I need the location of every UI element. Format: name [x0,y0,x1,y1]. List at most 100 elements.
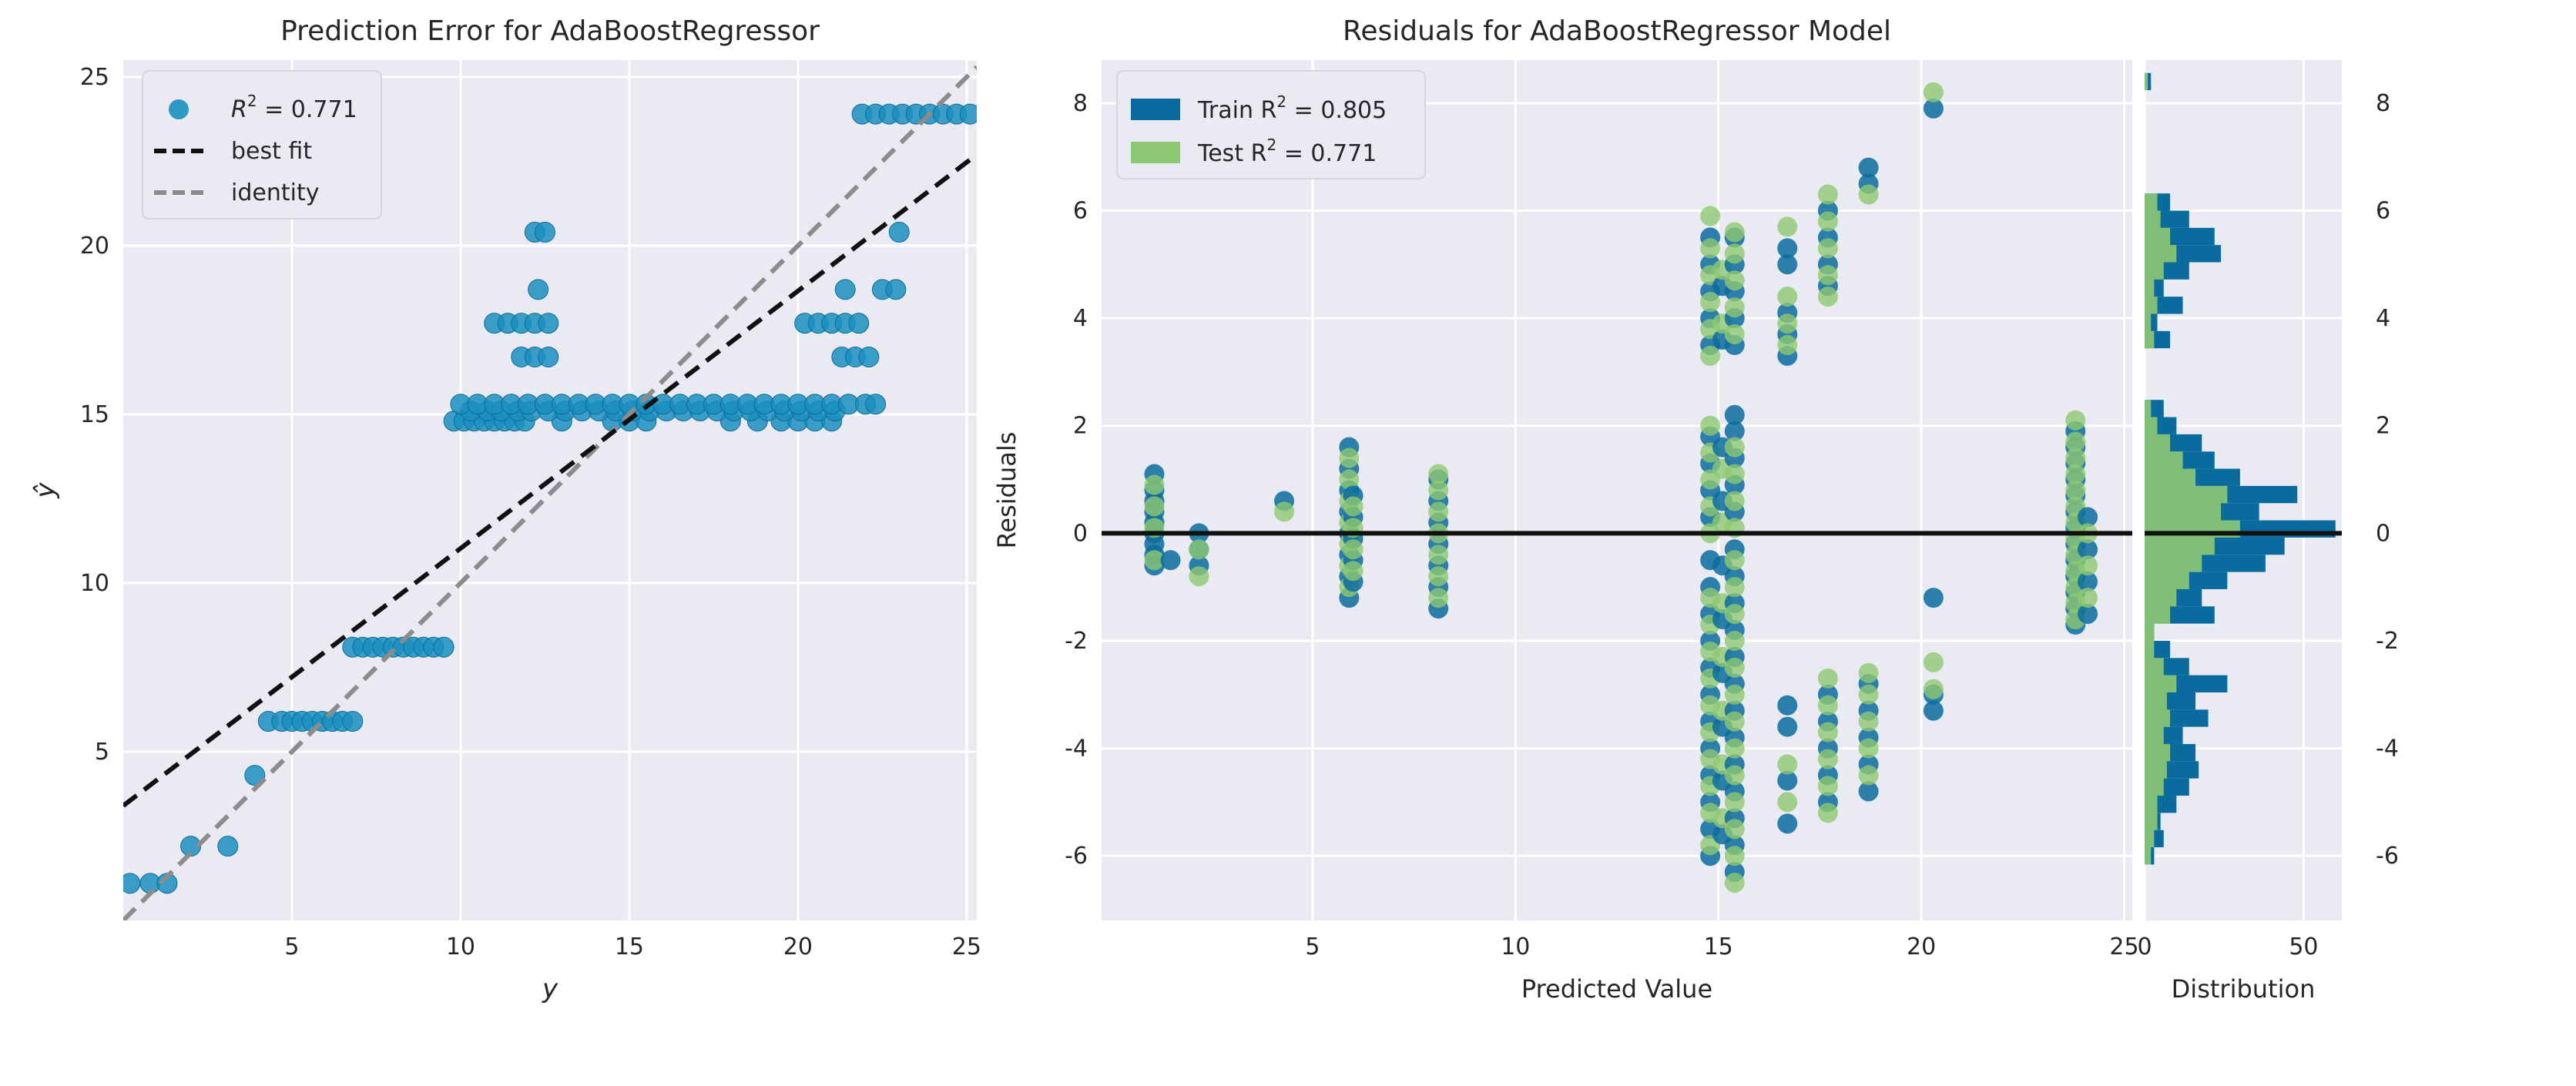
x-tick-label: 0 [2137,933,2152,960]
test-point [1777,216,1798,237]
legend-label-best-fit: best fit [231,138,312,165]
legend-box [142,70,382,220]
y-axis-label: ŷ [30,482,61,499]
y-axis-label: Residuals [992,432,1021,549]
test-point [1724,464,1745,484]
data-point [538,313,559,334]
test-point [1724,846,1745,866]
test-point [1724,765,1745,786]
data-point [217,836,239,857]
test-histogram-bar [2145,675,2177,692]
test-histogram-bar [2145,330,2155,349]
test-point [1724,222,1745,243]
test-point [1428,480,1449,501]
test-point [1817,776,1838,796]
test-point [1724,738,1745,759]
test-point [1428,588,1449,608]
test-point [1817,722,1838,742]
legend-value: = 0.771 [257,96,357,123]
test-point [2078,555,2098,576]
test-point [1700,345,1721,366]
y-tick-label: 8 [2376,90,2390,117]
train-point [2078,571,2098,592]
test-point [1428,566,1449,587]
legend-label-r2: R2 = 0.771 [231,92,357,123]
test-histogram-bar [2145,417,2158,434]
train-point [1777,254,1798,275]
train-point [1160,550,1181,571]
test-point [1724,437,1745,458]
train-point [1724,421,1745,441]
test-point [1724,657,1745,678]
test-histogram-bar [2145,658,2164,675]
y-tick-label: -2 [2376,628,2399,655]
legend-swatch [1131,99,1180,120]
legend-sup: 2 [1276,92,1286,111]
train-point [2078,539,2098,560]
x-axis-label: Predicted Value [1521,974,1712,1004]
test-point [1724,819,1745,840]
y-tick-label: 15 [80,401,109,428]
data-point [959,103,977,125]
test-histogram-bar [2145,313,2152,331]
test-point [1144,496,1165,517]
test-point [1817,695,1838,716]
test-point [1724,873,1745,893]
test-point [1777,754,1798,775]
test-histogram-bar [2145,262,2164,280]
test-point [1724,297,1745,318]
test-point [1724,577,1745,598]
test-point [1700,292,1721,313]
legend: R2 = 0.771 best fit identity [142,70,382,220]
test-point [1817,265,1838,286]
y-tick-label: 4 [2376,305,2390,332]
test-histogram-bar [2145,555,2202,572]
test-point [1777,287,1798,307]
train-point [1777,238,1798,259]
legend-label-identity: identity [231,179,319,206]
train-point [1858,157,1879,178]
test-histogram-bar [2145,640,2155,659]
distribution-panel: 0 50 -6 -4 -2 0 2 4 6 8 Distribution [2137,60,2399,1004]
test-histogram-bar [2145,796,2158,813]
legend-r: R [231,96,247,123]
test-histogram-bar [2145,709,2171,727]
data-point [865,394,887,415]
histogram-bars [2145,72,2336,865]
test-histogram-bar [2145,744,2171,762]
test-point [1274,501,1295,522]
best-fit-line [123,153,977,808]
data-points [123,103,977,894]
test-histogram-bar [2145,726,2164,745]
test-point [1777,313,1798,334]
train-point [1858,781,1879,802]
y-tick-label: 6 [1073,197,1088,224]
test-point [1724,243,1745,264]
test-point [1817,211,1838,232]
y-tick-label: -4 [2376,736,2399,763]
train-point [2078,604,2098,625]
train-point [1724,404,1745,425]
train-point [1923,700,1944,721]
test-point [1817,238,1838,259]
test-histogram-bar [2145,692,2167,710]
data-point [528,279,549,300]
data-point [885,279,907,300]
x-axis-label: Distribution [2172,974,2316,1004]
data-point [433,636,454,658]
test-point [2065,431,2086,452]
x-tick-label: 5 [1305,933,1320,960]
test-histogram-bar [2145,468,2196,486]
test-point [1724,792,1745,813]
y-tick-label: 6 [2376,197,2390,224]
data-point [888,221,910,243]
test-point [1858,662,1879,683]
test-point [1817,749,1838,769]
test-point [2065,447,2086,468]
test-point [1343,496,1363,517]
test-point [1817,287,1838,307]
test-point [1144,550,1165,571]
y-tick-label: 2 [2376,413,2390,440]
test-histogram-bar [2145,503,2222,521]
